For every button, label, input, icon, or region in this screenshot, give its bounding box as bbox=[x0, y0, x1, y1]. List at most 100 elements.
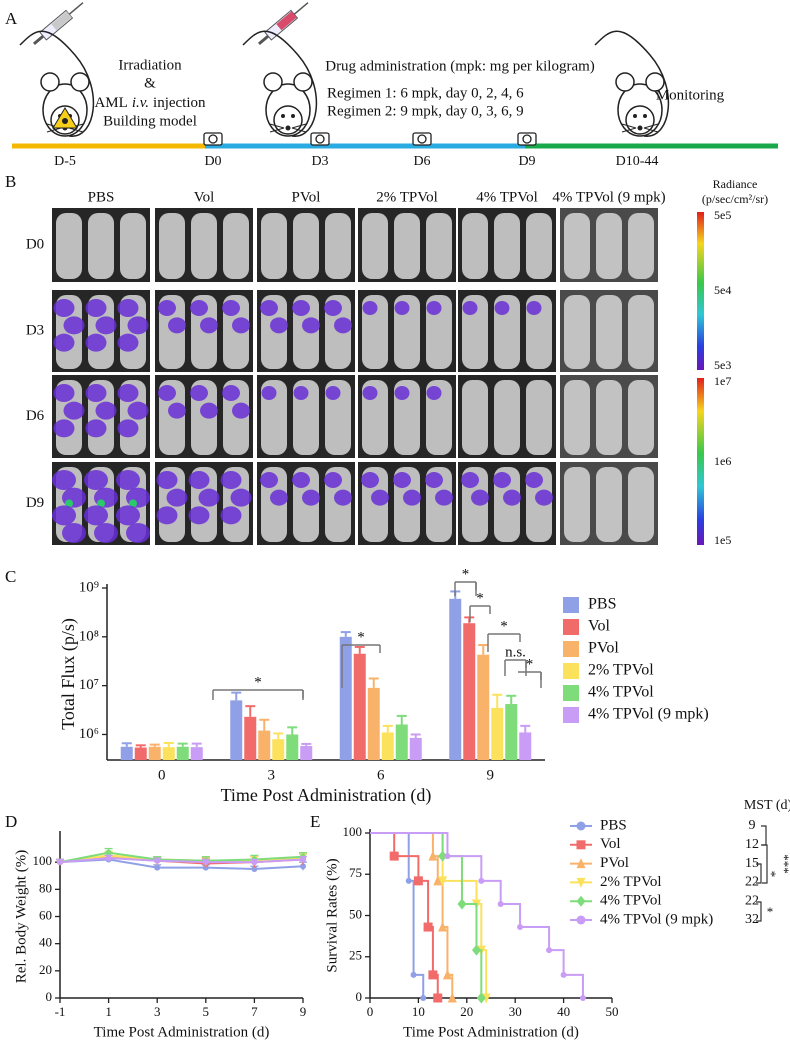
signal-blob bbox=[156, 471, 178, 489]
mouse-image bbox=[564, 380, 590, 455]
signal-blob bbox=[361, 472, 379, 488]
point bbox=[579, 995, 586, 1001]
significance: * bbox=[462, 566, 470, 582]
y-axis-title: Survival Rates (%) bbox=[324, 858, 340, 972]
point bbox=[576, 877, 586, 888]
signal-blob bbox=[53, 384, 75, 402]
legend-label: 4% TPVol (9 mpk) bbox=[588, 706, 709, 723]
series-line bbox=[59, 858, 304, 870]
bar bbox=[272, 739, 285, 760]
y-tick-label: 25 bbox=[349, 948, 362, 963]
bar bbox=[505, 704, 518, 760]
signal-blob bbox=[85, 419, 107, 438]
whisker bbox=[643, 123, 659, 129]
signal-blob bbox=[95, 401, 117, 420]
mouse-image bbox=[494, 213, 520, 279]
point bbox=[105, 855, 112, 862]
signal-blob bbox=[127, 316, 149, 335]
signal-blob bbox=[232, 402, 250, 419]
point bbox=[433, 993, 443, 1003]
y-tick-label: 20 bbox=[39, 962, 52, 977]
signal-blob bbox=[117, 419, 139, 438]
signal-blob bbox=[222, 385, 240, 401]
y-tick-label: 100 bbox=[33, 853, 53, 868]
timeline-label: D3 bbox=[311, 154, 328, 169]
x-tick-label: 30 bbox=[509, 1004, 522, 1019]
signal-blob bbox=[435, 489, 453, 506]
mouse-image bbox=[325, 213, 351, 279]
mouse-image bbox=[120, 213, 146, 279]
signal-blob bbox=[426, 386, 442, 400]
mouse-image bbox=[191, 213, 217, 279]
point bbox=[576, 895, 586, 907]
y-tick-label: 75 bbox=[349, 865, 362, 880]
bar bbox=[190, 747, 203, 760]
series-line bbox=[370, 832, 483, 998]
signal-blob bbox=[403, 489, 421, 506]
label: B bbox=[5, 172, 16, 191]
bar bbox=[148, 746, 161, 760]
step-text: Drug administration (mpk: mg per kilogra… bbox=[325, 58, 595, 74]
group-header: 4% TPVol (9 mpk) bbox=[552, 189, 665, 205]
mouse-image bbox=[596, 467, 622, 542]
legend-label: PBS bbox=[600, 817, 627, 833]
y-tick-label: 0 bbox=[46, 989, 53, 1004]
signal-blob bbox=[220, 506, 242, 525]
point bbox=[202, 859, 209, 866]
signal-blob bbox=[526, 301, 542, 315]
legend-swatch bbox=[563, 663, 579, 679]
bar bbox=[463, 623, 476, 760]
step-text: Irradiation bbox=[118, 57, 182, 73]
signal-blob bbox=[371, 489, 389, 506]
signal-blob bbox=[324, 472, 342, 488]
mouse-image bbox=[462, 213, 488, 279]
scale-label: 1e5 bbox=[714, 533, 731, 547]
point bbox=[389, 851, 399, 861]
signal-blob bbox=[302, 317, 320, 334]
day-label: D0 bbox=[26, 236, 44, 252]
point bbox=[154, 864, 161, 871]
bar bbox=[395, 724, 408, 760]
timeline-label: D-5 bbox=[54, 154, 76, 169]
legend-label: Vol bbox=[588, 618, 610, 635]
mouse-image bbox=[564, 213, 590, 279]
mouse-image bbox=[88, 213, 114, 279]
mouse-eye bbox=[281, 114, 285, 118]
point bbox=[576, 858, 586, 869]
signal-blob bbox=[117, 384, 139, 402]
whisker bbox=[269, 127, 285, 133]
bar bbox=[162, 747, 175, 760]
mouse-image bbox=[526, 380, 552, 455]
point bbox=[576, 821, 586, 831]
signal-blob bbox=[222, 300, 240, 316]
mouse-image bbox=[628, 213, 654, 279]
signal-blob bbox=[166, 488, 188, 507]
signal-blob bbox=[425, 472, 443, 488]
point bbox=[447, 992, 457, 1003]
mst-value: 12 bbox=[745, 837, 759, 852]
point bbox=[560, 971, 567, 978]
timeline-label: D0 bbox=[204, 154, 221, 169]
signal-blob bbox=[63, 401, 85, 420]
x-axis-title: Time Post Administration (d) bbox=[403, 1024, 579, 1040]
mst-title: MST (d) bbox=[744, 798, 790, 813]
sig-bracket bbox=[756, 901, 762, 922]
point bbox=[251, 865, 258, 872]
signal-blob bbox=[63, 316, 85, 335]
colorbar bbox=[697, 212, 704, 370]
mouse-image bbox=[564, 467, 590, 542]
mouse-image bbox=[564, 295, 590, 369]
bar bbox=[519, 732, 532, 760]
x-tick-label: 6 bbox=[377, 767, 385, 783]
signal-blob bbox=[158, 300, 176, 316]
x-tick-label: 0 bbox=[367, 1004, 374, 1019]
series-line bbox=[370, 832, 584, 998]
mouse-image bbox=[596, 295, 622, 369]
whisker bbox=[643, 127, 659, 133]
bar bbox=[409, 737, 422, 760]
signal-blob bbox=[190, 385, 208, 401]
signal-blob bbox=[462, 301, 478, 315]
signal-blob bbox=[116, 505, 140, 526]
day-label: D3 bbox=[26, 322, 44, 338]
mouse-eye bbox=[291, 114, 295, 118]
